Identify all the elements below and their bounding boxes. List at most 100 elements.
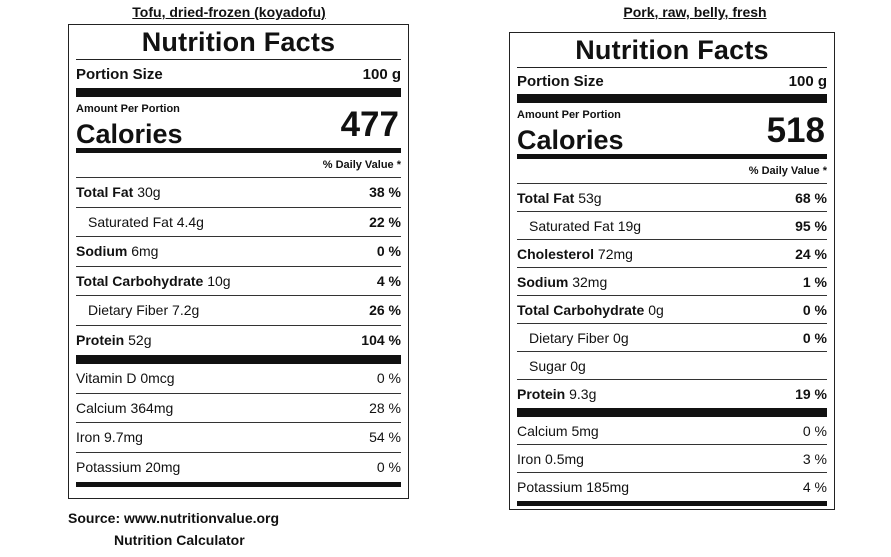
nutrient-name: Iron: [76, 429, 101, 446]
mineral-row: Vitamin D 0mcg 0 %: [76, 364, 401, 394]
nutrient-name-cell: Sodium 32mg: [517, 274, 607, 290]
right-calories-block: Amount Per Portion Calories 518: [517, 103, 827, 155]
nutrient-amount: 9.3g: [569, 386, 597, 402]
right-title-rule: [517, 67, 827, 68]
left-caption: Tofu, dried-frozen (koyadofu): [132, 4, 326, 20]
left-rule-thick-2: [76, 355, 401, 364]
left-portion-row: Portion Size 100 g: [76, 60, 401, 88]
nutrient-amount: 4.4g: [176, 213, 204, 230]
nutrient-name: Dietary Fiber: [88, 302, 169, 319]
right-rule-thick-2: [517, 408, 827, 417]
left-dv-header: % Daily Value *: [322, 159, 401, 171]
nutrient-row: Total Carbohydrate 0g 0 %: [517, 296, 827, 324]
nutrient-amount: 5mg: [571, 422, 599, 439]
nutrient-amount: 364mg: [130, 399, 174, 416]
nutrient-name-cell: Dietary Fiber 7.2g: [76, 302, 199, 318]
daily-value-percent: 0 %: [376, 459, 401, 476]
left-portion-label: Portion Size: [76, 65, 163, 83]
nutrient-name: Cholesterol: [517, 245, 595, 262]
nutrient-row: Sugar 0g: [517, 352, 827, 380]
right-caption: Pork, raw, belly, fresh: [623, 4, 767, 20]
daily-value-percent: 1 %: [802, 273, 827, 290]
daily-value-percent: 4 %: [376, 272, 401, 289]
nutrient-name: Saturated Fat: [529, 217, 614, 234]
nutrient-name: Protein: [517, 386, 566, 402]
nutrient-name-cell: Protein 52g: [76, 332, 151, 348]
daily-value-percent: 68 %: [795, 189, 827, 206]
nutrient-name-cell: Cholesterol 72mg: [517, 246, 633, 262]
mineral-row: Iron 9.7mg 54 %: [76, 423, 401, 453]
nutrient-name: Dietary Fiber: [529, 329, 610, 346]
nutrient-name-cell: Iron 9.7mg: [76, 429, 143, 445]
left-amount-label: Amount Per Portion: [76, 103, 180, 115]
nutrient-amount: 0g: [570, 357, 586, 374]
mineral-row: Potassium 185mg 4 %: [517, 473, 827, 501]
left-calories-value: 477: [340, 105, 399, 144]
daily-value-percent: 3 %: [802, 450, 827, 467]
nutrient-name: Calcium: [517, 422, 568, 439]
nutrient-amount: 0g: [648, 301, 664, 318]
nutrient-name-cell: Vitamin D 0mcg: [76, 370, 175, 386]
nutrient-amount: 7.2g: [172, 302, 200, 319]
left-rule-bottom: [76, 482, 401, 487]
nutrient-amount: 0.5mg: [545, 450, 584, 467]
daily-value-percent: 0 %: [376, 243, 401, 260]
daily-value-percent: 19 %: [795, 386, 827, 402]
daily-value-percent: 26 %: [369, 302, 401, 319]
nutrient-amount: 0g: [613, 329, 629, 346]
nutrient-row: Total Fat 30g 38 %: [76, 178, 401, 208]
nutrient-amount: 10g: [207, 272, 231, 289]
mineral-row: Potassium 20mg 0 %: [76, 453, 401, 483]
nutrient-name: Potassium: [76, 459, 142, 476]
nutrient-row: Dietary Fiber 0g 0 %: [517, 324, 827, 352]
daily-value-percent: 24 %: [795, 245, 827, 262]
left-portion-value: 100 g: [362, 65, 401, 83]
nutrient-name-cell: Potassium 185mg: [517, 479, 629, 495]
left-mineral-rows: Vitamin D 0mcg 0 % Calcium 364mg 28 % Iron 9…: [76, 364, 401, 482]
nutrient-name: Calcium: [76, 399, 127, 416]
nutrient-amount: 32mg: [572, 273, 608, 290]
nutrient-row: Protein 52g 104 %: [76, 326, 401, 356]
nutrient-amount: 53g: [578, 189, 602, 206]
daily-value-percent: 95 %: [795, 217, 827, 234]
right-rule-med: [517, 154, 827, 159]
mineral-row: Calcium 5mg 0 %: [517, 417, 827, 445]
nutrient-name: Total Fat: [517, 189, 575, 206]
nutrient-name: Total Carbohydrate: [76, 272, 204, 289]
source-line: Source: www.nutritionvalue.org: [68, 510, 280, 526]
nutrient-amount: 6mg: [131, 243, 159, 260]
nutrient-name-cell: Saturated Fat 4.4g: [76, 214, 204, 230]
daily-value-percent: 0 %: [802, 329, 827, 346]
daily-value-percent: 4 %: [802, 479, 827, 495]
nutrient-amount: 0mcg: [140, 370, 175, 387]
nutrient-row: Cholesterol 72mg 24 %: [517, 240, 827, 268]
nutrient-amount: 9.7mg: [104, 429, 143, 446]
right-calories-value: 518: [766, 111, 825, 150]
nutrient-row: Dietary Fiber 7.2g 26 %: [76, 296, 401, 326]
nutrient-name-cell: Protein 9.3g: [517, 386, 596, 402]
nutrient-name-cell: Saturated Fat 19g: [517, 218, 641, 234]
nutrient-amount: 30g: [137, 184, 161, 201]
nutrient-name-cell: Total Carbohydrate 0g: [517, 302, 664, 318]
nutrient-name: Sugar: [529, 357, 567, 374]
nutrient-row: Saturated Fat 19g 95 %: [517, 212, 827, 240]
right-portion-value: 100 g: [788, 72, 827, 90]
right-rule-thick: [517, 94, 827, 103]
nutrient-name-cell: Calcium 5mg: [517, 423, 599, 439]
left-nutrient-rows: Total Fat 30g 38 % Saturated Fat 4.4g 22 % S…: [76, 178, 401, 355]
nutrient-row: Sodium 32mg 1 %: [517, 268, 827, 296]
left-title-rule: [76, 59, 401, 60]
daily-value-percent: 38 %: [369, 184, 401, 201]
nutrient-name-cell: Total Carbohydrate 10g: [76, 273, 231, 289]
daily-value-percent: 0 %: [802, 422, 827, 439]
left-calories-block: Amount Per Portion Calories 477: [76, 97, 401, 149]
nutrient-name-cell: Iron 0.5mg: [517, 451, 584, 467]
right-portion-label: Portion Size: [517, 72, 604, 90]
daily-value-percent: 22 %: [369, 213, 401, 230]
nutrient-amount: 20mg: [145, 459, 181, 476]
right-mineral-rows: Calcium 5mg 0 % Iron 0.5mg 3 % Potassium 185…: [517, 417, 827, 501]
left-rule-med: [76, 148, 401, 153]
nutrient-row: Total Fat 53g 68 %: [517, 184, 827, 212]
nutrient-name: Saturated Fat: [88, 213, 173, 230]
left-dv-header-row: % Daily Value *: [76, 153, 401, 178]
